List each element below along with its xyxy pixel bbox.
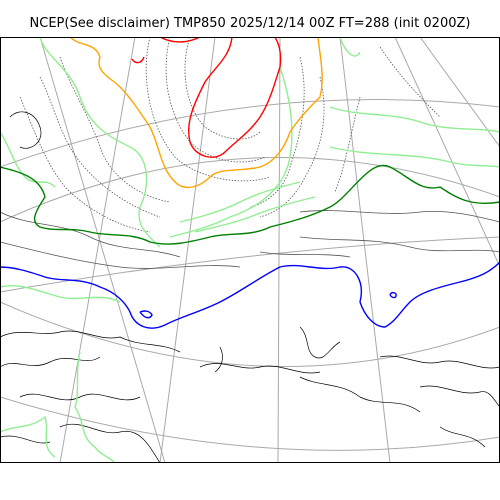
longitude-line [159,37,216,463]
gray-contour [0,211,181,258]
longitude-line [59,37,136,463]
longitude-line [39,37,166,463]
coastline [199,363,321,374]
isotherm-light-green [329,106,500,133]
gray-contours [0,210,500,269]
dotted-contour [39,76,161,218]
isotherm-red [131,56,145,64]
coastline [59,423,161,463]
orange-isotherms [69,37,323,189]
isotherm-red [159,37,201,43]
isotherm-blue [139,310,153,319]
dotted-contour [165,37,266,163]
dotted-contour [19,96,151,233]
dotted-contour [379,46,441,118]
coastline [439,426,486,448]
dotted-contour [145,37,271,182]
coastline [299,376,421,413]
coastline [379,355,500,369]
coastline [9,111,42,149]
dark-green-isotherms [0,164,500,245]
isotherm-blue [0,261,500,329]
isotherm-light-green [329,146,500,168]
longitude-line [394,37,500,268]
isotherm-light-green [74,351,116,463]
coastline [19,393,141,401]
gray-contour [299,236,500,253]
longitude-line [277,37,281,463]
gray-contour [299,210,500,223]
isotherm-light-green [0,285,121,303]
isotherm-light-green [39,37,161,248]
isotherm-orange [69,37,323,189]
dotted-contour [184,37,261,140]
dotted-contour [249,56,305,208]
weather-map [0,37,500,463]
coastline [299,326,341,359]
isotherm-light-green [179,181,301,223]
isotherm-light-green [194,196,316,233]
isotherm-light-green [0,415,56,458]
longitude-line [419,37,500,148]
coastline [0,330,181,353]
gray-contour [259,251,351,258]
red-isotherms [131,37,282,158]
coastline [214,346,223,373]
coastlines [0,111,500,463]
isotherm-dark-green [0,164,500,245]
gray-contour [0,241,241,269]
isotherm-light-green [339,37,361,57]
longitude-line [339,37,391,463]
isotherm-light-green [0,131,56,188]
blue-isotherms [0,261,500,329]
isotherm-blue [389,291,397,299]
map-background [0,37,500,463]
coastline [419,385,500,408]
latitude-line [0,301,500,368]
light-green-isotherms [0,37,500,463]
latitude-line [0,396,500,451]
coastline [0,356,101,368]
chart-title: NCEP(See disclaimer) TMP850 2025/12/14 0… [29,16,471,31]
isotherm-red [188,37,282,158]
latitude-line [0,156,500,223]
